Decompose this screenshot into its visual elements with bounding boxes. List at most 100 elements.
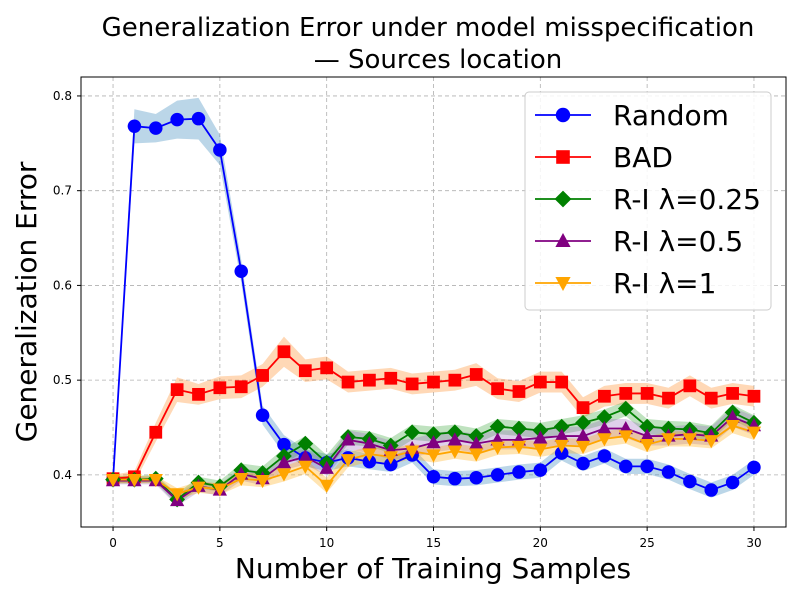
marker-BAD xyxy=(704,391,718,405)
x-tick-label: 10 xyxy=(319,536,334,550)
marker-R-I λ=0.25 xyxy=(446,424,463,441)
marker-R-I λ=0.25 xyxy=(404,424,421,441)
x-tick-label: 15 xyxy=(426,536,441,550)
legend-marker-R-I λ=0.5 xyxy=(555,233,571,247)
marker-BAD xyxy=(491,382,504,396)
marker-R-I λ=0.25 xyxy=(639,418,656,435)
marker-Random xyxy=(277,437,291,452)
marker-R-I λ=1 xyxy=(426,449,441,463)
marker-R-I λ=1 xyxy=(127,474,142,488)
chart-title: Generalization Error under model misspec… xyxy=(102,13,755,75)
marker-Random xyxy=(490,468,505,482)
marker-Random xyxy=(747,460,761,475)
marker-Random xyxy=(640,459,654,474)
marker-R-I λ=1 xyxy=(255,474,270,489)
marker-R-I λ=1 xyxy=(383,451,398,465)
legend: Random BAD R-I λ=0.25 R-I λ=0.5 R-I λ=1 xyxy=(524,91,772,311)
marker-Random xyxy=(576,456,590,471)
marker-BAD xyxy=(405,377,419,391)
marker-R-I λ=0.25 xyxy=(425,426,442,443)
marker-R-I λ=1 xyxy=(704,435,719,449)
marker-R-I λ=0.5 xyxy=(319,460,334,474)
legend-label-R-I λ=0.5: R-I λ=0.5 xyxy=(613,225,743,258)
marker-BAD xyxy=(555,375,569,389)
marker-R-I λ=1 xyxy=(511,440,527,454)
marker-R-I λ=0.5 xyxy=(447,432,462,446)
marker-Random xyxy=(362,454,377,469)
band-BAD xyxy=(113,336,754,483)
marker-R-I λ=1 xyxy=(148,474,163,488)
marker-BAD xyxy=(277,345,291,359)
marker-BAD xyxy=(576,401,590,415)
marker-R-I λ=0.25 xyxy=(532,422,549,439)
marker-R-I λ=0.25 xyxy=(511,420,527,437)
marker-Random xyxy=(426,470,441,484)
marker-R-I λ=0.25 xyxy=(596,409,613,425)
marker-R-I λ=0.5 xyxy=(597,420,612,435)
marker-Random xyxy=(384,457,398,472)
chart-title-line-2: — Sources location xyxy=(314,45,563,75)
y-axis-label: Generalization Error xyxy=(10,161,43,442)
marker-BAD xyxy=(533,375,547,389)
marker-R-I λ=0.5 xyxy=(725,409,740,423)
x-tick-label: 0 xyxy=(109,536,117,550)
marker-R-I λ=0.5 xyxy=(340,432,356,446)
marker-Random xyxy=(234,264,248,278)
marker-Random xyxy=(170,112,184,127)
y-tick-label: 0.8 xyxy=(53,89,72,103)
marker-BAD xyxy=(683,379,697,393)
series-markers xyxy=(105,111,762,508)
marker-R-I λ=1 xyxy=(575,440,591,454)
marker-R-I λ=0.5 xyxy=(276,455,292,469)
x-tick-label: 20 xyxy=(533,536,548,550)
marker-Random xyxy=(597,449,612,463)
y-tick-label: 0.7 xyxy=(53,184,72,198)
marker-R-I λ=1 xyxy=(447,445,462,459)
marker-R-I λ=1 xyxy=(746,426,762,440)
marker-BAD xyxy=(149,425,163,439)
marker-R-I λ=0.5 xyxy=(469,436,484,450)
marker-Random xyxy=(448,471,462,486)
x-axis-label: Number of Training Samples xyxy=(235,552,631,585)
marker-Random xyxy=(127,119,142,134)
marker-R-I λ=1 xyxy=(276,468,292,482)
marker-BAD xyxy=(320,361,334,375)
marker-BAD xyxy=(256,369,269,382)
band-R-I λ=0.25 xyxy=(113,401,754,506)
marker-BAD xyxy=(341,375,355,389)
marker-R-I λ=1 xyxy=(533,443,548,457)
marker-BAD xyxy=(469,368,483,381)
marker-R-I λ=0.25 xyxy=(660,420,677,437)
legend-label-R-I λ=0.25: R-I λ=0.25 xyxy=(613,183,761,216)
marker-R-I λ=0.25 xyxy=(489,418,506,435)
marker-Random xyxy=(149,121,163,135)
marker-Random xyxy=(255,408,270,422)
x-tick-label: 5 xyxy=(216,536,224,550)
marker-Random xyxy=(619,459,633,474)
marker-Random xyxy=(683,474,697,489)
marker-R-I λ=1 xyxy=(362,448,377,462)
marker-R-I λ=1 xyxy=(234,473,249,487)
marker-R-I λ=0.5 xyxy=(533,430,548,444)
marker-BAD xyxy=(298,364,312,378)
marker-R-I λ=1 xyxy=(405,445,420,459)
marker-Random xyxy=(191,111,206,126)
marker-BAD xyxy=(640,387,654,400)
marker-R-I λ=0.25 xyxy=(617,400,634,417)
marker-BAD xyxy=(234,380,248,394)
marker-Random xyxy=(704,483,718,497)
marker-R-I λ=1 xyxy=(105,474,121,488)
marker-Random xyxy=(512,465,526,479)
legend-marker-BAD xyxy=(556,150,570,164)
y-tick-label: 0.6 xyxy=(53,278,72,292)
marker-BAD xyxy=(213,381,227,395)
marker-R-I λ=1 xyxy=(490,441,505,455)
marker-R-I λ=1 xyxy=(469,448,484,462)
marker-BAD xyxy=(170,383,184,397)
marker-R-I λ=1 xyxy=(725,420,740,434)
marker-R-I λ=0.25 xyxy=(297,435,314,452)
legend-label-R-I λ=1: R-I λ=1 xyxy=(613,267,716,300)
marker-R-I λ=1 xyxy=(170,488,185,502)
marker-BAD xyxy=(598,389,611,403)
